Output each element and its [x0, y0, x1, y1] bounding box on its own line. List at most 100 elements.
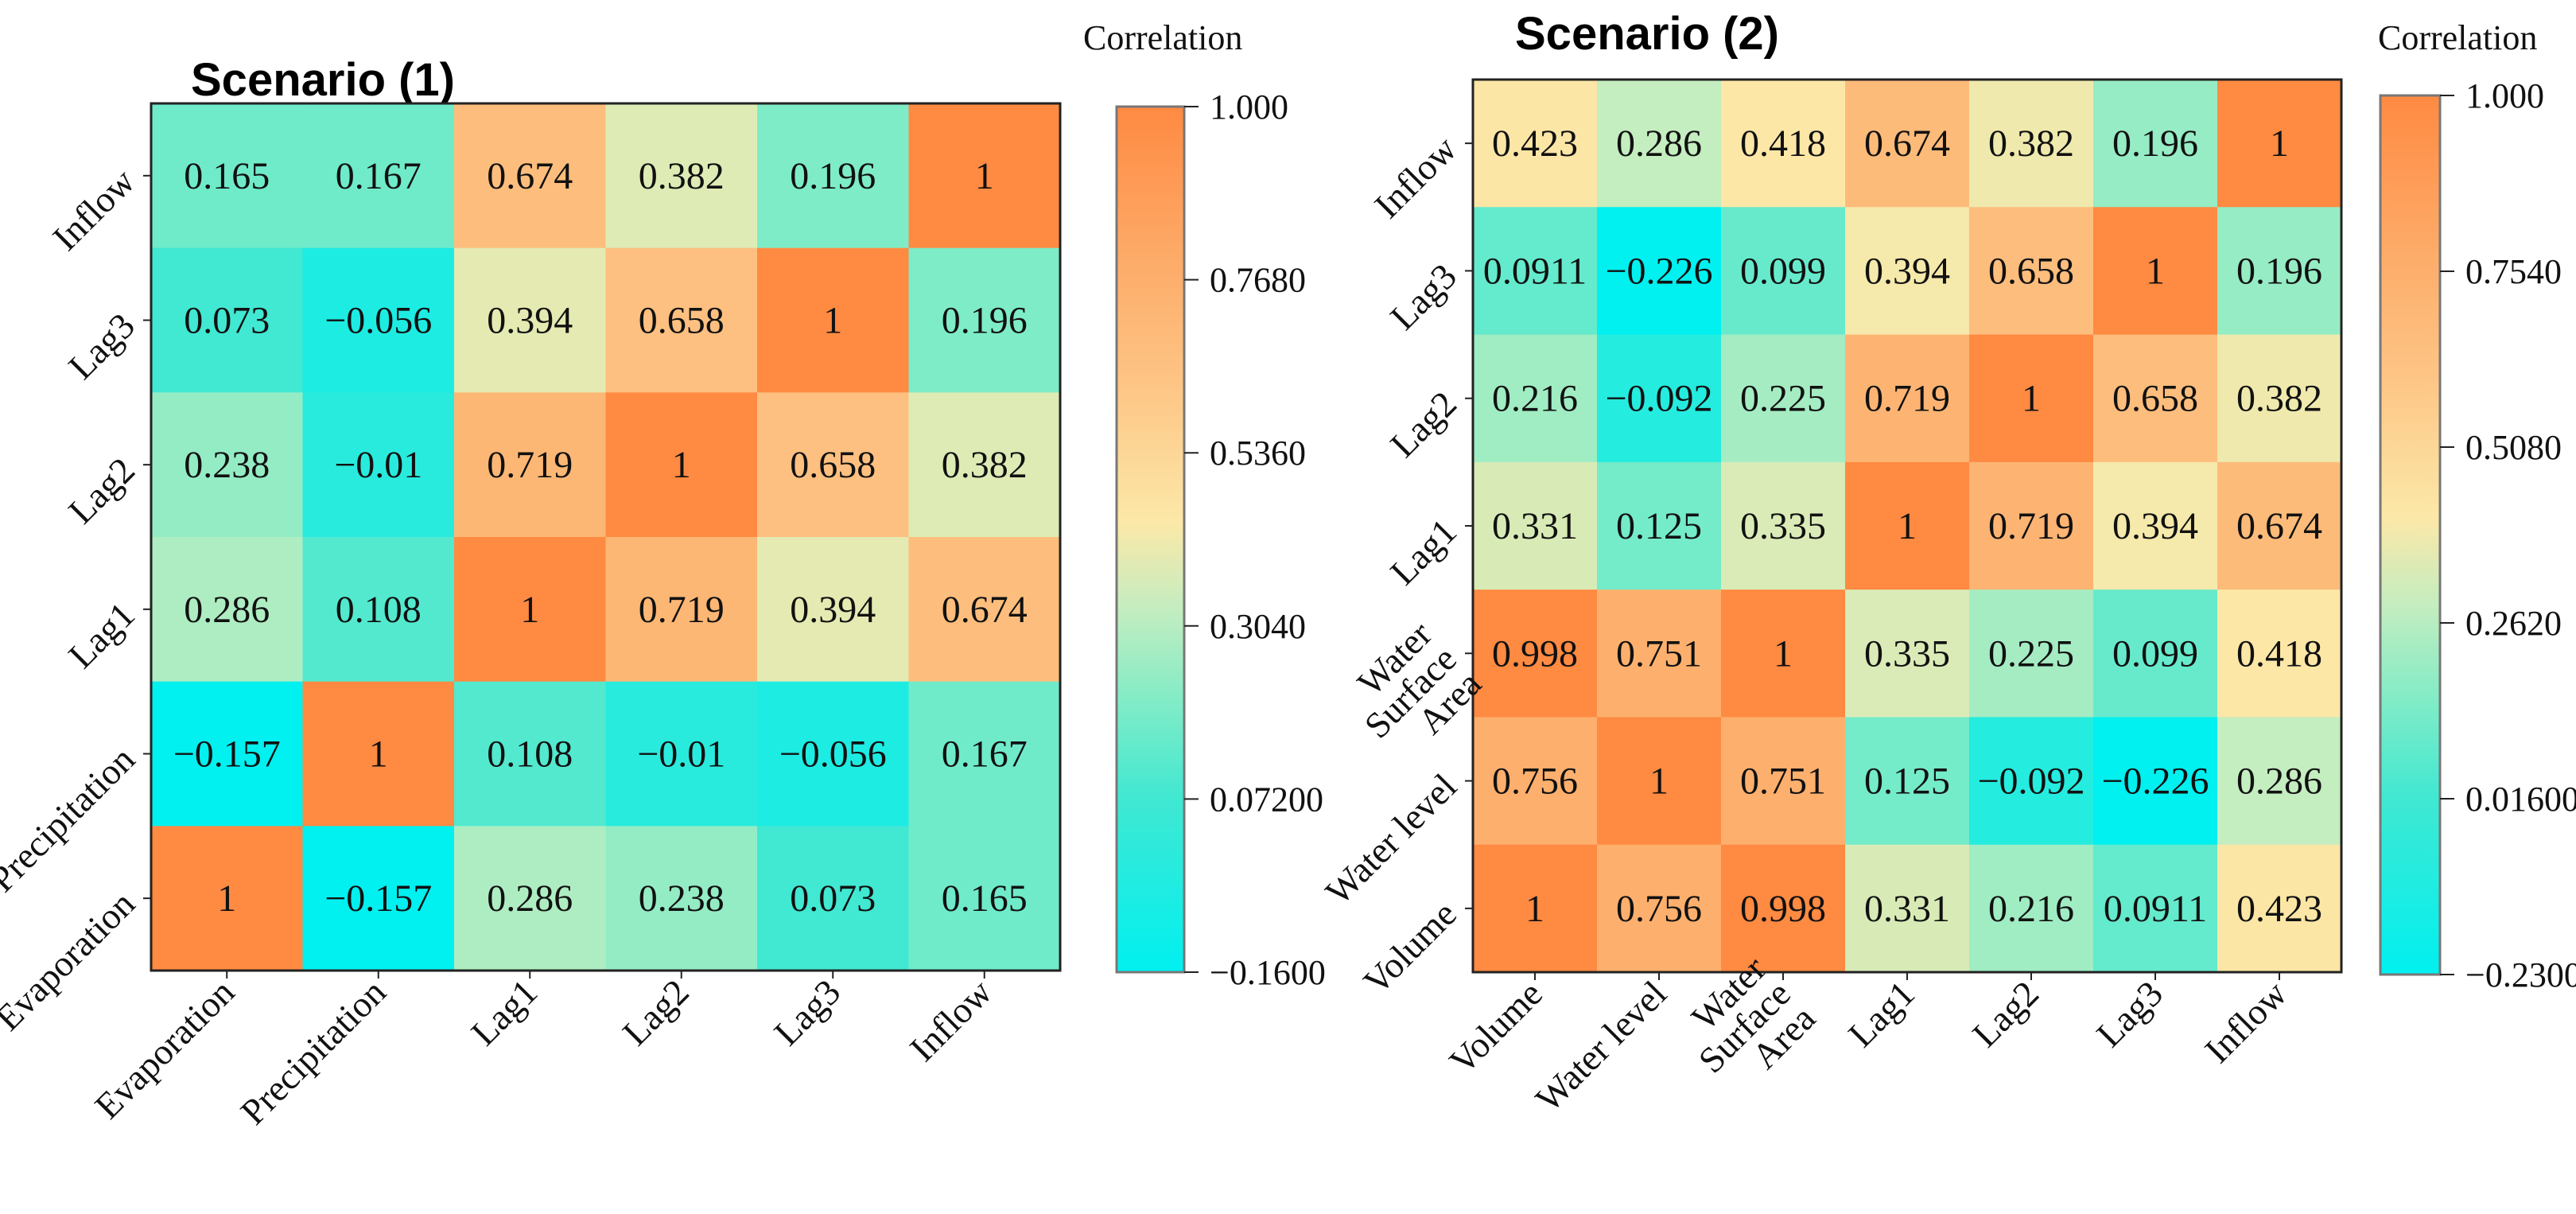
- cell-value-label: 0.108: [487, 733, 573, 776]
- cell-value-label: 0.099: [2112, 632, 2198, 675]
- cell-value-label: −0.092: [1977, 761, 2085, 803]
- y-tick-label: WaterSurfaceArea: [1332, 613, 1490, 771]
- colorbar-tick-label: 0.3040: [1210, 607, 1306, 646]
- cell-value-label: 0.286: [1616, 123, 1702, 165]
- y-tick-label: Lag2: [60, 449, 142, 531]
- cell-value-label: 0.674: [1864, 123, 1950, 165]
- cell-value-label: 1: [1649, 761, 1669, 803]
- cell-value-label: 0.998: [1740, 888, 1826, 930]
- heatmap-cell: [1473, 80, 1598, 208]
- cell-value-label: 0.125: [1616, 505, 1702, 547]
- cell-value-label: −0.226: [1605, 250, 1712, 292]
- cell-value-label: 0.0911: [1483, 250, 1587, 292]
- cell-value-label: −0.01: [334, 444, 422, 486]
- heatmap-cell: [908, 247, 1061, 393]
- heatmap-cell: [1845, 589, 1970, 718]
- heatmap-cell: [1969, 80, 2094, 208]
- cell-value-label: 0.394: [1864, 250, 1950, 292]
- cell-value-label: 0.335: [1740, 505, 1826, 547]
- heatmap-cell: [1969, 589, 2094, 718]
- heatmap-cell: [757, 681, 909, 827]
- cell-value-label: 0.719: [639, 589, 725, 631]
- heatmap-cell: [1721, 589, 1846, 718]
- heatmap-cell: [151, 681, 303, 827]
- cell-value-label: 0.196: [2236, 250, 2322, 292]
- heatmap-cell: [1597, 80, 1722, 208]
- heatmap-cell: [2217, 334, 2342, 463]
- heatmap-cell: [1969, 717, 2094, 846]
- cell-value-label: 0.196: [2112, 123, 2198, 165]
- heatmap-cell: [454, 826, 606, 971]
- cell-value-label: 0.756: [1492, 761, 1578, 803]
- heatmap-cell: [605, 247, 758, 393]
- heatmap-cell: [2093, 589, 2218, 718]
- colorbar-tick-label: 0.7680: [1210, 261, 1306, 300]
- heatmap-cell: [1721, 461, 1846, 590]
- heatmap-cell: [2217, 80, 2342, 208]
- cell-value-label: 1: [1774, 632, 1793, 675]
- cell-value-label: 0.658: [639, 300, 725, 342]
- x-tick-label: Lag2: [1964, 973, 2046, 1055]
- heatmap-cell: [1597, 844, 1722, 973]
- cell-value-label: 0.0911: [2104, 888, 2207, 930]
- cell-value-label: 0.382: [942, 444, 1028, 486]
- heatmap-cell: [151, 103, 303, 249]
- cell-value-label: 1: [520, 589, 539, 631]
- heatmap-cell: [1969, 844, 2094, 973]
- heatmap-cell: [1845, 461, 1970, 590]
- colorbar-label: Correlation: [2378, 18, 2537, 57]
- cell-value-label: 0.658: [2112, 378, 2198, 420]
- cell-value-label: 0.382: [1988, 123, 2074, 165]
- cell-value-label: 0.216: [1492, 378, 1578, 420]
- x-tick-label: Inflow: [2197, 972, 2294, 1070]
- heatmap-cell: [151, 392, 303, 538]
- cell-value-label: 0.418: [1740, 123, 1826, 165]
- colorbar-tick-label: −0.2300: [2465, 955, 2576, 994]
- heatmap-cell: [454, 537, 606, 683]
- heatmap-cell: [1473, 844, 1598, 973]
- heatmap-cell: [454, 392, 606, 538]
- heatmap-cell: [1969, 334, 2094, 463]
- cell-value-label: −0.092: [1605, 378, 1712, 420]
- cell-value-label: 0.125: [1864, 761, 1950, 803]
- heatmap-cell: [908, 826, 1061, 971]
- heatmap-cell: [908, 103, 1061, 249]
- colorbar-tick-label: 1.000: [2465, 76, 2544, 115]
- cell-value-label: 0.196: [942, 300, 1028, 342]
- heatmap-cell: [2217, 717, 2342, 846]
- heatmap-cell: [2217, 461, 2342, 590]
- x-tick-label: Evaporation: [87, 971, 242, 1126]
- cell-value-label: 0.658: [1988, 250, 2074, 292]
- cell-value-label: 1: [672, 444, 691, 486]
- y-tick-label: Precipitation: [0, 739, 142, 900]
- y-tick-label: Evaporation: [0, 883, 142, 1038]
- heatmap-frame: [150, 102, 1062, 972]
- cell-value-label: 0.286: [487, 877, 573, 920]
- heatmap-cell: [302, 103, 455, 249]
- heatmap-cell: [1597, 589, 1722, 718]
- cell-value-label: 0.719: [1864, 378, 1950, 420]
- cell-value-label: 0.674: [942, 589, 1028, 631]
- heatmap-cell: [1473, 334, 1598, 463]
- cell-value-label: 1: [823, 300, 842, 342]
- heatmap-cell: [1473, 207, 1598, 336]
- heatmap-cell: [605, 103, 758, 249]
- heatmap-cell: [1845, 207, 1970, 336]
- cell-value-label: 0.658: [790, 444, 876, 486]
- heatmap-cell: [454, 681, 606, 827]
- cell-value-label: 1: [1525, 888, 1544, 930]
- cell-value-label: 0.196: [790, 155, 876, 197]
- heatmap-cell: [1721, 80, 1846, 208]
- colorbar-tick-label: 0.2620: [2465, 604, 2562, 643]
- heatmap-cell: [1597, 334, 1722, 463]
- heatmap-cell: [1845, 334, 1970, 463]
- heatmap-cell: [1845, 80, 1970, 208]
- heatmap-cell: [1721, 844, 1846, 973]
- heatmap-cell: [605, 681, 758, 827]
- heatmap-cell: [757, 103, 909, 249]
- heatmap-cell: [2093, 207, 2218, 336]
- x-tick-label: Precipitation: [233, 971, 394, 1132]
- cell-value-label: −0.226: [2101, 761, 2209, 803]
- cell-value-label: 0.238: [639, 877, 725, 920]
- heatmap-cell: [1473, 589, 1598, 718]
